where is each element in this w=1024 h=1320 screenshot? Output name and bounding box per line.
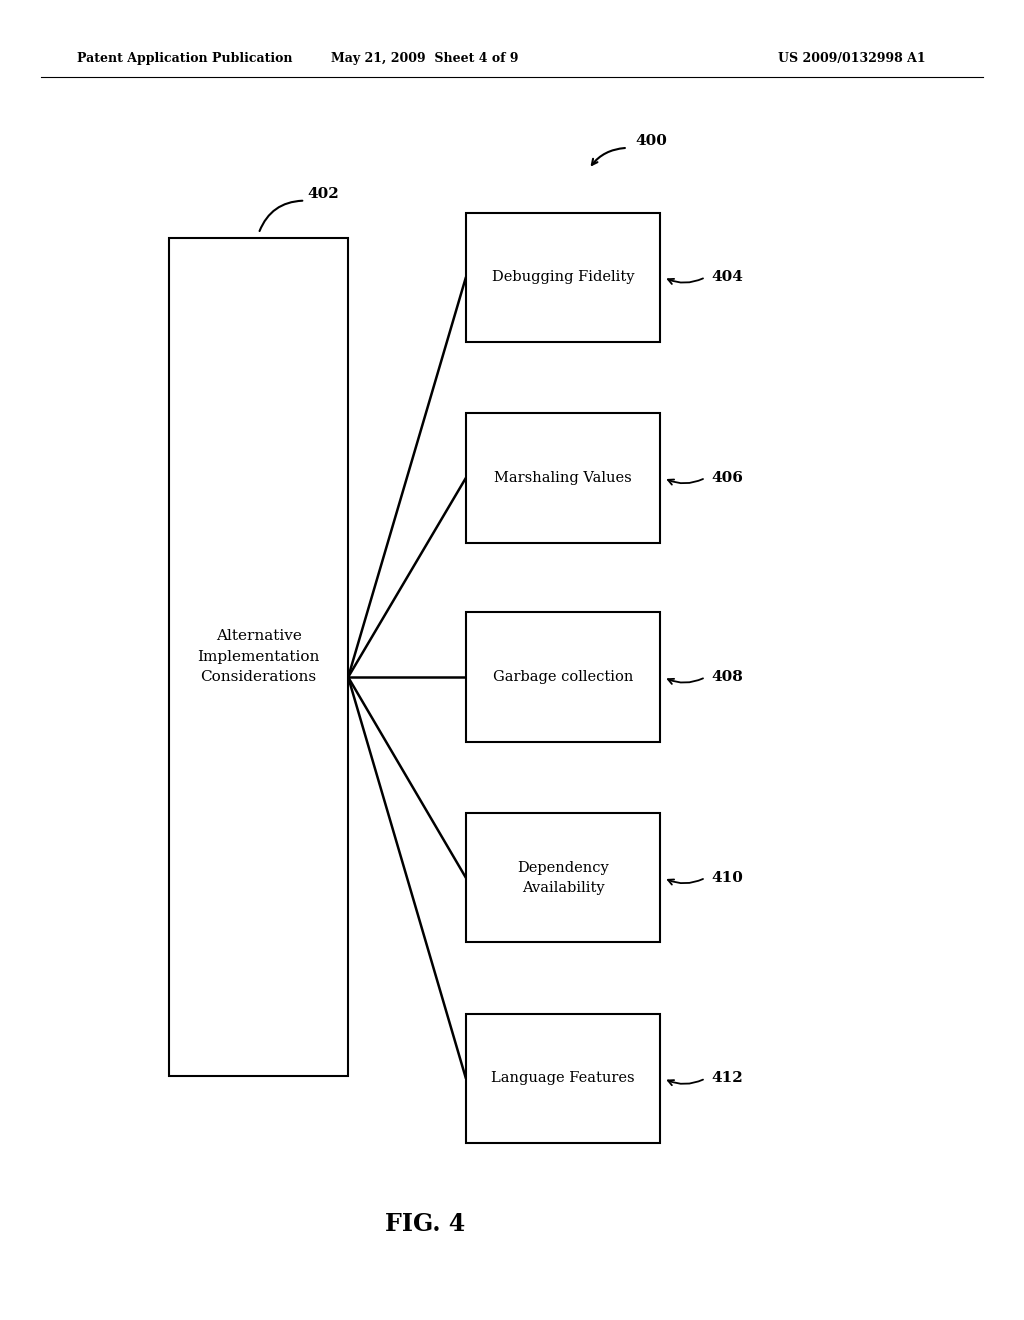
Bar	[169, 238, 348, 1076]
Text: Language Features: Language Features	[492, 1072, 635, 1085]
Text: 404: 404	[712, 271, 743, 284]
Text: US 2009/0132998 A1: US 2009/0132998 A1	[778, 51, 926, 65]
Bar	[466, 213, 660, 342]
Text: Garbage collection: Garbage collection	[493, 671, 634, 684]
Bar	[466, 1014, 660, 1143]
Text: Marshaling Values: Marshaling Values	[495, 471, 632, 484]
Text: 400: 400	[635, 135, 667, 148]
Text: Alternative
Implementation
Considerations: Alternative Implementation Consideration…	[198, 630, 319, 684]
Text: 402: 402	[307, 187, 339, 201]
Text: May 21, 2009  Sheet 4 of 9: May 21, 2009 Sheet 4 of 9	[331, 51, 519, 65]
Text: Dependency
Availability: Dependency Availability	[517, 861, 609, 895]
Bar	[466, 413, 660, 543]
Text: 410: 410	[712, 871, 743, 884]
Text: FIG. 4: FIG. 4	[385, 1212, 465, 1236]
Bar	[466, 813, 660, 942]
Text: 406: 406	[712, 471, 743, 484]
Bar	[466, 612, 660, 742]
Text: Patent Application Publication: Patent Application Publication	[77, 51, 292, 65]
Text: 408: 408	[712, 671, 743, 684]
Text: Debugging Fidelity: Debugging Fidelity	[492, 271, 635, 284]
Text: 412: 412	[712, 1072, 743, 1085]
